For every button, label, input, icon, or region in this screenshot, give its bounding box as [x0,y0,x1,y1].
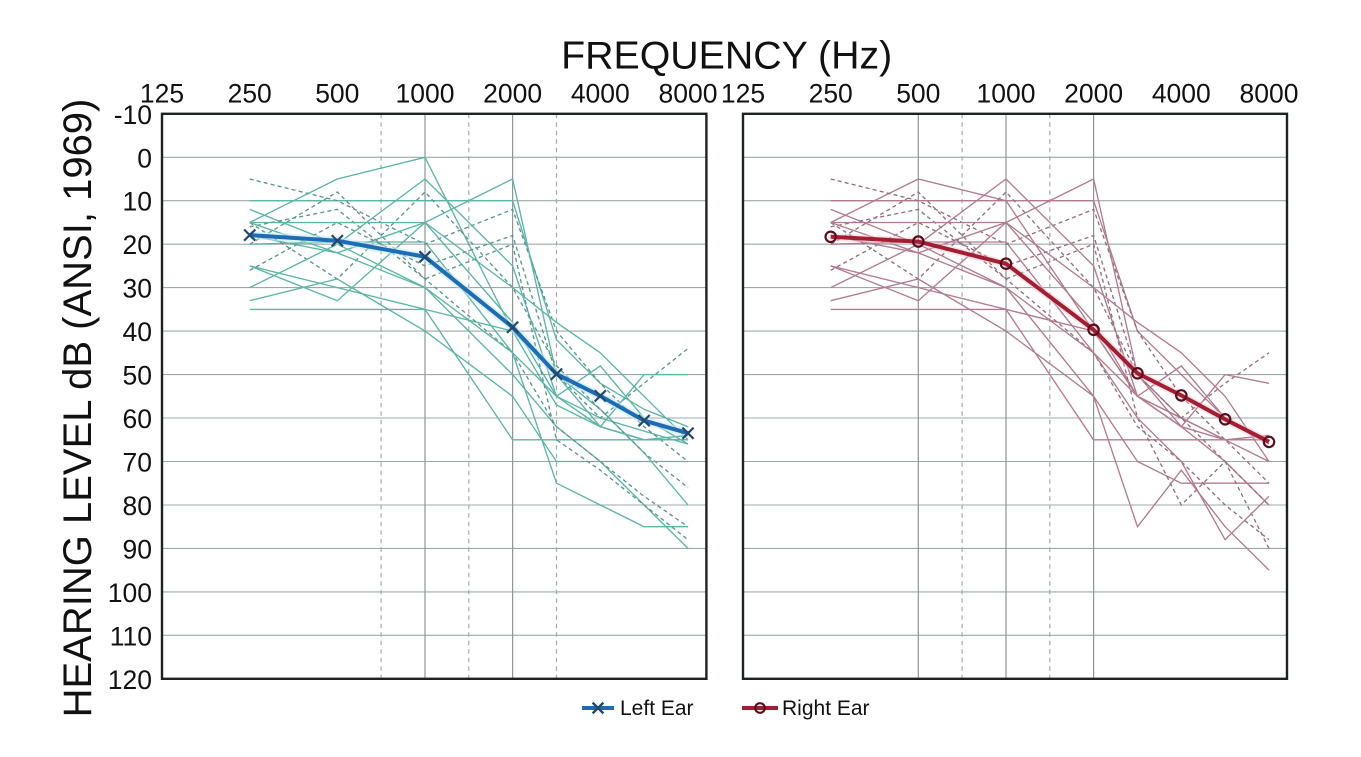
svg-text:110: 110 [110,621,152,651]
svg-text:250: 250 [809,79,853,109]
svg-text:80: 80 [123,491,152,521]
svg-text:0: 0 [137,143,152,173]
svg-text:60: 60 [123,404,152,434]
svg-text:20: 20 [123,230,152,260]
svg-text:1000: 1000 [396,79,455,109]
svg-text:125: 125 [140,79,184,109]
svg-text:30: 30 [123,274,152,304]
svg-text:FREQUENCY (Hz): FREQUENCY (Hz) [561,34,892,78]
svg-text:90: 90 [123,534,152,564]
svg-text:Left Ear: Left Ear [620,697,694,720]
svg-text:8000: 8000 [659,79,718,109]
svg-text:70: 70 [123,448,152,478]
svg-text:120: 120 [108,665,152,695]
svg-text:100: 100 [108,578,152,608]
svg-text:40: 40 [123,317,152,347]
svg-text:500: 500 [896,79,940,109]
svg-text:2000: 2000 [483,79,542,109]
svg-text:1000: 1000 [977,79,1036,109]
svg-text:8000: 8000 [1240,79,1299,109]
svg-text:500: 500 [315,79,359,109]
svg-text:2000: 2000 [1064,79,1123,109]
svg-text:Right Ear: Right Ear [782,697,870,720]
svg-text:4000: 4000 [571,79,630,109]
svg-text:50: 50 [123,361,152,391]
svg-text:4000: 4000 [1152,79,1211,109]
svg-text:125: 125 [721,79,765,109]
svg-text:HEARING LEVEL dB (ANSI, 1969): HEARING LEVEL dB (ANSI, 1969) [56,99,100,718]
svg-text:10: 10 [123,187,152,217]
svg-text:-10: -10 [114,100,152,130]
svg-text:250: 250 [228,79,272,109]
